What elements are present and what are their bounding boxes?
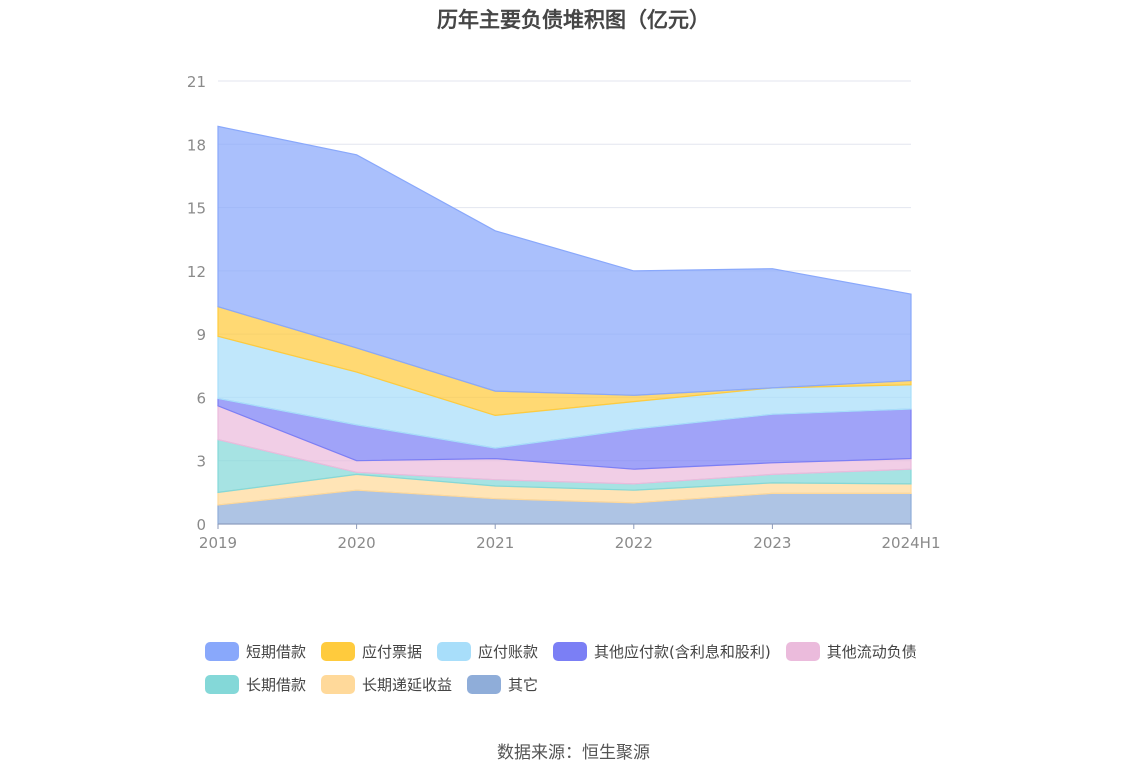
legend-label: 应付票据 [362,642,423,661]
y-tick-label: 3 [196,453,206,471]
x-tick-label: 2020 [338,534,376,552]
legend: 短期借款 应付票据 应付账款 其他应付款(含利息和股利) 其他流动负债 长期借款… [205,639,965,705]
x-tick-label: 2022 [615,534,653,552]
stacked-area-chart: 0 3 6 9 12 15 18 21 2019 2020 2021 2022 2023 2024H1 [187,73,941,552]
legend-swatch [553,641,588,661]
legend-label: 长期递延收益 [362,675,453,694]
y-tick-label: 15 [187,200,206,218]
area-series-7 [217,125,912,396]
legend-row-2: 长期借款 长期递延收益 其它 [205,672,965,696]
legend-item-other-current-liabilities[interactable]: 其他流动负债 [785,641,917,662]
legend-item-other-payables[interactable]: 其他应付款(含利息和股利) [553,641,771,662]
legend-item-notes-payable[interactable]: 应付票据 [321,641,422,662]
legend-label: 其他应付款(含利息和股利) [594,642,771,661]
y-tick-label: 21 [187,73,206,91]
legend-swatch [205,641,239,661]
y-tick-label: 9 [196,326,206,344]
legend-label: 应付账款 [478,642,539,661]
legend-swatch [785,641,820,661]
legend-swatch [205,674,239,694]
legend-item-accounts-payable[interactable]: 应付账款 [437,641,538,662]
x-tick-label: 2021 [476,534,514,552]
x-tick-label: 2024H1 [882,534,941,552]
legend-label: 其他流动负债 [826,642,917,661]
y-tick-label: 0 [196,516,206,534]
legend-swatch [467,674,502,694]
legend-label: 短期借款 [246,642,307,661]
legend-swatch [437,641,472,661]
legend-row-1: 短期借款 应付票据 应付账款 其他应付款(含利息和股利) 其他流动负债 [205,639,965,663]
legend-item-others[interactable]: 其它 [467,674,538,695]
legend-item-long-term-loans[interactable]: 长期借款 [205,674,306,695]
legend-swatch [321,641,356,661]
y-tick-label: 12 [187,263,206,281]
legend-item-deferred-income[interactable]: 长期递延收益 [321,674,452,695]
legend-label: 长期借款 [246,675,307,694]
legend-label: 其它 [508,675,539,694]
x-tick-label: 2019 [199,534,237,552]
chart-title: 历年主要负债堆积图（亿元） [437,8,710,32]
legend-swatch [321,674,356,694]
y-tick-label: 6 [196,389,206,407]
y-tick-label: 18 [187,136,206,154]
data-source-note: 数据来源：恒生聚源 [497,743,650,763]
legend-item-short-term-loans[interactable]: 短期借款 [205,641,306,662]
x-tick-label: 2023 [753,534,791,552]
